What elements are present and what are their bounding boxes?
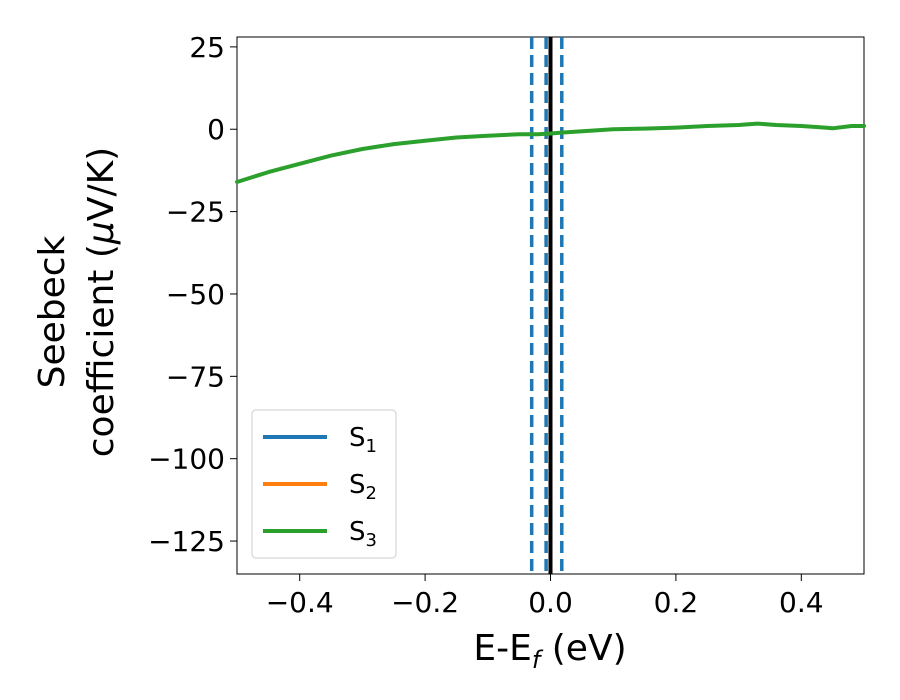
y-tick-label: 0 — [207, 113, 225, 146]
vertical-reference-lines — [529, 37, 564, 574]
y-tick-label: −75 — [166, 360, 225, 393]
legend-label-S2: S2 — [349, 470, 377, 504]
series-line-S3 — [235, 121, 866, 184]
y-axis-label-line2: coefficient (μV/K) — [81, 147, 122, 457]
legend-label-S1: S1 — [349, 423, 377, 457]
legend: S1 S2 S3 — [251, 409, 397, 559]
y-tick-label: 25 — [189, 31, 225, 64]
x-tick-label: 0.0 — [528, 586, 573, 619]
y-tick-label: −125 — [148, 525, 225, 558]
series-lines — [235, 121, 866, 184]
legend-label-S3: S3 — [349, 517, 377, 551]
x-axis-label: E-Ef (eV) — [473, 628, 626, 674]
x-tick-label: 0.4 — [779, 586, 824, 619]
y-tick-label: −100 — [148, 443, 225, 476]
y-tick-label: −25 — [166, 196, 225, 229]
x-tick-label: 0.2 — [654, 586, 699, 619]
y-axis-label-line1: Seebeck — [32, 235, 73, 388]
x-tick-label: −0.2 — [391, 586, 459, 619]
y-tick-label: −50 — [166, 278, 225, 311]
y-axis-ticks: 25 0 −25 −50 −75 −100 −125 — [148, 31, 237, 558]
x-axis-ticks: −0.4 −0.2 0.0 0.2 0.4 — [266, 574, 824, 619]
x-tick-label: −0.4 — [266, 586, 334, 619]
